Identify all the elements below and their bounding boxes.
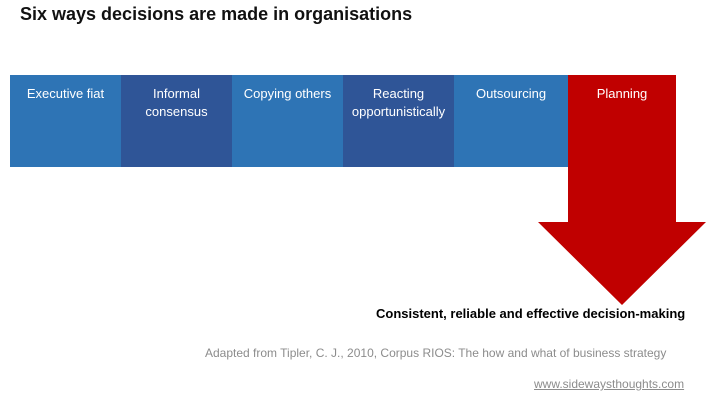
- method-copying-others: Copying others: [232, 75, 343, 167]
- method-planning: Planning: [568, 75, 676, 167]
- method-label: Copying others: [243, 86, 332, 101]
- website-link[interactable]: www.sidewaysthoughts.com: [534, 377, 685, 391]
- method-outsourcing: Outsourcing: [454, 75, 568, 167]
- method-label: Executive fiat: [26, 86, 105, 101]
- source-citation: Adapted from Tipler, C. J., 2010, Corpus…: [205, 346, 667, 360]
- method-executive-fiat: Executive fiat: [10, 75, 121, 167]
- method-label: Planning: [596, 86, 648, 101]
- method-reacting-opportunistically: Reacting opportunistically: [343, 75, 454, 167]
- page-title: Six ways decisions are made in organisat…: [20, 4, 413, 24]
- method-label: Reacting opportunistically: [351, 86, 446, 119]
- method-label: Informal consensus: [145, 86, 208, 119]
- method-informal-consensus: Informal consensus: [121, 75, 232, 167]
- outcome-caption: Consistent, reliable and effective decis…: [376, 306, 686, 321]
- method-label: Outsourcing: [475, 86, 547, 101]
- decision-methods-band: Executive fiat Informal consensus Copyin…: [10, 75, 676, 167]
